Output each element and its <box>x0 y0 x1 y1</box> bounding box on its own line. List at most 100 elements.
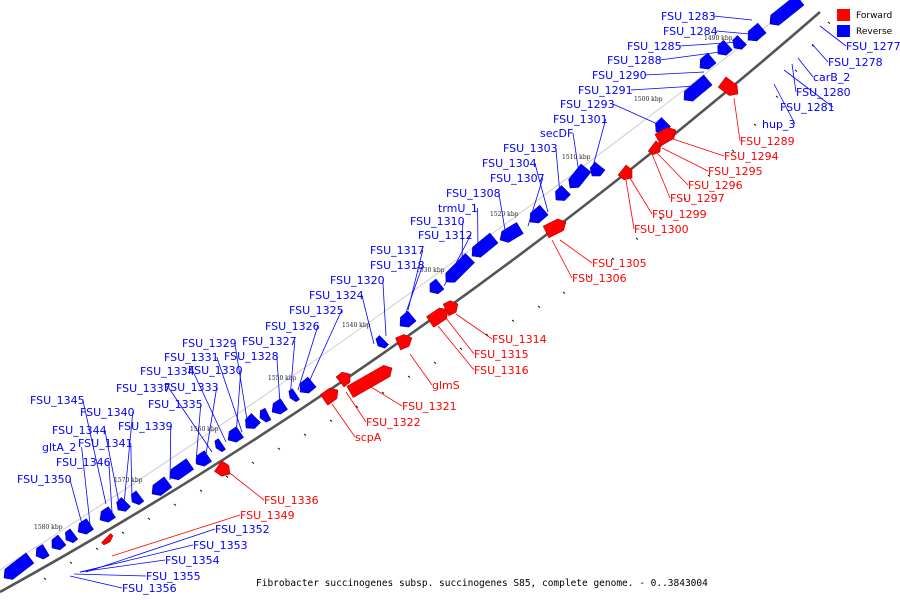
reverse-gene-label[interactable]: FSU_1327 <box>242 335 297 348</box>
forward-gene-arrow <box>319 387 339 406</box>
reverse-gene-label[interactable]: FSU_1344 <box>52 424 107 437</box>
reverse-gene-label[interactable]: FSU_1339 <box>118 420 173 433</box>
reverse-gene-label[interactable]: FSU_1341 <box>78 437 133 450</box>
tick-mark <box>485 333 489 336</box>
leader-line <box>629 177 653 215</box>
reverse-gene-label[interactable]: FSU_1310 <box>410 215 465 228</box>
reverse-gene-label[interactable]: FSU_1325 <box>289 304 344 317</box>
reverse-gene-label[interactable]: FSU_1354 <box>165 554 220 567</box>
leader-line <box>195 403 202 463</box>
reverse-gene-label[interactable]: FSU_1284 <box>663 25 718 38</box>
reverse-gene-label[interactable]: FSU_1307 <box>490 172 545 185</box>
forward-gene-label[interactable]: FSU_1316 <box>474 364 529 377</box>
reverse-gene-label[interactable]: FSU_1335 <box>148 398 203 411</box>
forward-gene-label[interactable]: FSU_1299 <box>652 208 707 221</box>
reverse-gene-label[interactable]: FSU_1326 <box>265 320 320 333</box>
forward-gene-label[interactable]: scpA <box>355 431 382 444</box>
reverse-gene-label[interactable]: FSU_1331 <box>164 351 219 364</box>
leader-line <box>225 469 265 501</box>
reverse-gene-label[interactable]: FSU_1303 <box>503 142 558 155</box>
reverse-gene-label[interactable]: FSU_1301 <box>553 113 608 126</box>
reverse-gene-label[interactable]: FSU_1308 <box>446 187 501 200</box>
reverse-gene-label[interactable]: FSU_1280 <box>796 86 851 99</box>
forward-gene-label[interactable]: FSU_1315 <box>474 348 529 361</box>
leader-line <box>234 342 249 427</box>
reverse-gene-label[interactable]: secDF <box>540 127 573 140</box>
reverse-gene-arrow <box>471 232 499 258</box>
kbp-tick-label: 1580 kbp <box>34 524 63 531</box>
reverse-gene-label[interactable]: FSU_1350 <box>17 473 72 486</box>
reverse-gene-arrow <box>747 22 767 42</box>
forward-gene-label[interactable]: FSU_1289 <box>740 135 795 148</box>
leader-line <box>445 317 475 355</box>
forward-gene-label[interactable]: FSU_1314 <box>492 333 547 346</box>
forward-gene-label[interactable]: FSU_1295 <box>708 165 763 178</box>
leader-line <box>331 403 356 438</box>
reverse-gene-arrow <box>429 278 445 295</box>
reverse-gene-label[interactable]: trmU_1 <box>438 202 478 215</box>
label-leader-lines <box>69 15 847 589</box>
leader-line <box>783 69 834 108</box>
forward-gene-label[interactable]: FSU_1349 <box>240 509 295 522</box>
forward-gene-label[interactable]: FSU_1336 <box>264 494 319 507</box>
reverse-gene-label[interactable]: carB_2 <box>813 71 850 84</box>
reverse-gene-label[interactable]: FSU_1281 <box>780 101 835 114</box>
reverse-gene-label[interactable]: FSU_1285 <box>627 40 682 53</box>
reverse-gene-label[interactable]: FSU_1283 <box>661 10 716 23</box>
reverse-gene-arrow <box>555 185 571 201</box>
leader-line <box>79 559 166 573</box>
reverse-gene-arrow <box>568 163 592 189</box>
reverse-gene-label[interactable]: FSU_1290 <box>592 69 647 82</box>
reverse-gene-label[interactable]: FSU_1288 <box>607 54 662 67</box>
reverse-gene-label[interactable]: gltA_2 <box>42 441 76 454</box>
reverse-gene-label[interactable]: FSU_1340 <box>80 406 135 419</box>
reverse-gene-label[interactable]: FSU_1278 <box>828 56 883 69</box>
forward-gene-label[interactable]: FSU_1322 <box>366 416 421 429</box>
reverse-gene-label[interactable]: FSU_1356 <box>122 582 177 595</box>
reverse-gene-label[interactable]: FSU_1312 <box>418 229 473 242</box>
reverse-gene-label[interactable]: hup_3 <box>762 118 795 131</box>
forward-gene-label[interactable]: FSU_1297 <box>670 192 725 205</box>
reverse-gene-label[interactable]: FSU_1304 <box>482 157 537 170</box>
reverse-gene-label[interactable]: FSU_1353 <box>193 539 248 552</box>
forward-gene-label[interactable]: FSU_1306 <box>572 272 627 285</box>
reverse-gene-label[interactable]: FSU_1329 <box>182 337 237 350</box>
reverse-gene-label[interactable]: FSU_1317 <box>370 244 425 257</box>
forward-gene-label[interactable]: FSU_1296 <box>688 179 743 192</box>
tick-mark <box>199 489 203 492</box>
forward-gene-label[interactable]: FSU_1300 <box>634 223 689 236</box>
forward-gene-label[interactable]: FSU_1294 <box>724 150 779 163</box>
leader-line <box>205 386 218 455</box>
reverse-gene-label[interactable]: FSU_1291 <box>578 84 633 97</box>
reverse-gene-label[interactable]: FSU_1333 <box>164 381 219 394</box>
reverse-gene-label[interactable]: FSU_1293 <box>560 98 615 111</box>
leader-line <box>534 162 549 213</box>
reverse-gene-label[interactable]: FSU_1334 <box>140 365 195 378</box>
reverse-gene-arrow <box>399 310 417 328</box>
reverse-gene-label[interactable]: FSU_1318 <box>370 259 425 272</box>
reverse-gene-label[interactable]: FSU_1345 <box>30 394 85 407</box>
reverse-gene-label[interactable]: FSU_1277 <box>846 40 900 53</box>
forward-gene-label[interactable]: FSU_1305 <box>592 257 647 270</box>
reverse-gene-label[interactable]: FSU_1330 <box>188 364 243 377</box>
tick-mark <box>303 433 307 436</box>
tick-mark <box>611 257 615 260</box>
reverse-gene-label[interactable]: FSU_1352 <box>215 523 270 536</box>
reverse-gene-label[interactable]: FSU_1320 <box>330 274 385 287</box>
leader-line <box>555 147 561 195</box>
forward-gene-label[interactable]: FSU_1321 <box>402 400 457 413</box>
reverse-gene-label[interactable]: FSU_1324 <box>309 289 364 302</box>
reverse-gene-label[interactable]: FSU_1337 <box>116 382 171 395</box>
reverse-gene-label[interactable]: FSU_1328 <box>224 350 279 363</box>
reverse-gene-arrow <box>131 490 145 506</box>
reverse-gene-arrow <box>683 74 713 102</box>
legend: Forward Reverse <box>837 9 893 37</box>
tick-mark <box>329 419 333 422</box>
reverse-gene-label[interactable]: FSU_1346 <box>56 456 111 469</box>
tick-mark <box>121 531 125 534</box>
forward-gene-label[interactable]: glmS <box>432 379 460 392</box>
reverse-gene-label[interactable]: FSU_1355 <box>146 570 201 583</box>
leader-line <box>819 25 847 47</box>
reverse-gene-arrow <box>35 544 50 560</box>
